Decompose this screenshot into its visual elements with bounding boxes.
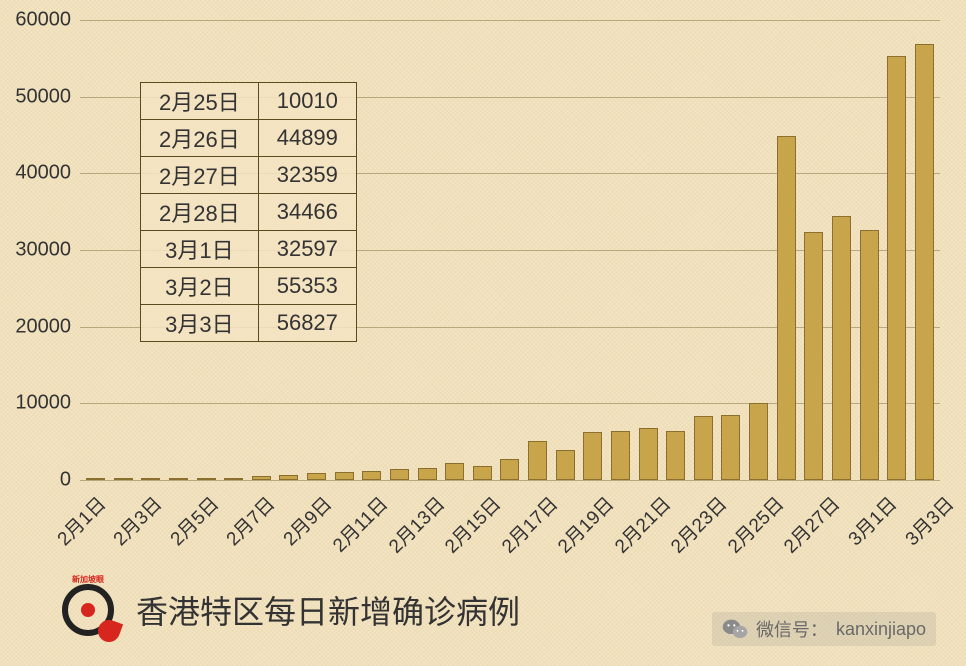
table-cell-value: 34466 [258,194,356,231]
table-row: 3月1日32597 [141,231,357,268]
bar [915,44,934,480]
x-axis-label: 2月27日 [777,490,845,558]
table-cell-date: 2月25日 [141,83,259,120]
table-cell-date: 3月1日 [141,231,259,268]
x-axis-label: 2月9日 [276,490,337,551]
y-axis-label: 10000 [15,392,71,415]
x-axis-label: 2月11日 [326,490,393,557]
bar [721,415,740,480]
table-row: 2月28日34466 [141,194,357,231]
bar [141,478,160,480]
bar [114,478,133,480]
logo-icon: 新加坡眼 [58,580,118,640]
bar [307,473,326,480]
x-axis-label: 2月23日 [664,490,732,558]
table-cell-value: 56827 [258,305,356,342]
bar [666,431,685,480]
x-axis-label: 2月3日 [106,490,167,551]
table-row: 3月3日56827 [141,305,357,342]
bar [694,416,713,480]
bar [169,478,188,480]
y-axis-label: 20000 [15,315,71,338]
chart-caption: 香港特区每日新增确诊病例 [136,587,520,633]
bar [887,56,906,480]
bar [252,476,271,480]
bar [473,466,492,480]
bar [362,471,381,480]
table-cell-date: 3月2日 [141,268,259,305]
table-cell-value: 10010 [258,83,356,120]
bar [749,403,768,480]
x-axis-label: 2月15日 [438,490,506,558]
table-row: 2月26日44899 [141,120,357,157]
y-axis-label: 40000 [15,162,71,185]
bar [583,432,602,480]
bar [611,431,630,480]
table-cell-date: 2月28日 [141,194,259,231]
bar [224,478,243,480]
y-axis-label: 60000 [15,9,71,32]
wechat-watermark: 微信号： kanxinjiapo [712,612,936,646]
bar [860,230,879,480]
table-row: 2月27日32359 [141,157,357,194]
wechat-icon [722,618,748,640]
table-cell-date: 3月3日 [141,305,259,342]
table-cell-date: 2月27日 [141,157,259,194]
table-cell-value: 44899 [258,120,356,157]
y-axis-label: 30000 [15,239,71,262]
bar [500,459,519,480]
table-row: 2月25日10010 [141,83,357,120]
x-axis-label: 3月1日 [841,490,902,551]
wechat-id: kanxinjiapo [836,619,926,640]
bar [335,472,354,480]
bar [418,468,437,480]
bar [279,475,298,480]
x-axis-label: 2月19日 [551,490,619,558]
table-cell-date: 2月26日 [141,120,259,157]
grid-line [80,480,940,481]
bar [804,232,823,480]
data-table: 2月25日100102月26日448992月27日323592月28日34466… [140,82,357,342]
bar [445,463,464,480]
bar [832,216,851,480]
x-axis-label: 2月7日 [219,490,280,551]
bar [86,478,105,480]
x-axis-label: 2月17日 [494,490,562,558]
table-cell-value: 32359 [258,157,356,194]
x-axis-label: 2月13日 [381,490,449,558]
x-axis-labels: 2月1日2月3日2月5日2月7日2月9日2月11日2月13日2月15日2月17日… [80,488,940,578]
y-axis-label: 50000 [15,85,71,108]
bar [197,478,216,480]
bar [639,428,658,480]
x-axis-label: 2月25日 [721,490,789,558]
x-axis-label: 2月21日 [608,490,676,558]
bar [528,441,547,480]
x-axis-label: 2月5日 [163,490,224,551]
bar [777,136,796,480]
caption-row: 新加坡眼 香港特区每日新增确诊病例 [58,580,520,640]
table-row: 3月2日55353 [141,268,357,305]
wechat-label: 微信号： [756,616,828,642]
bar [390,469,409,481]
bar [556,450,575,480]
table-cell-value: 32597 [258,231,356,268]
y-axis-label: 0 [60,469,71,492]
table-cell-value: 55353 [258,268,356,305]
